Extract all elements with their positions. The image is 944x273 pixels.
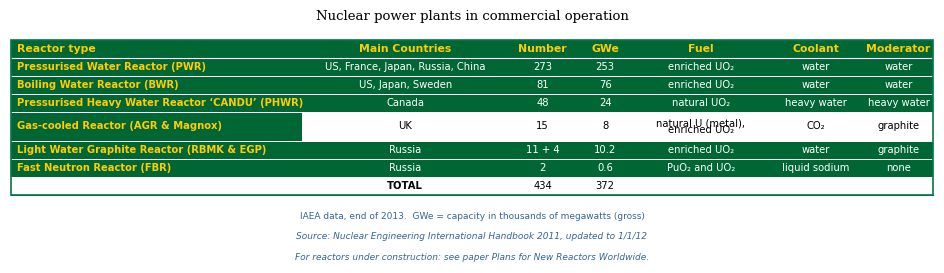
Text: Coolant: Coolant [793,44,839,54]
Text: 10.2: 10.2 [594,145,616,155]
Text: 0.6: 0.6 [598,163,613,173]
Text: 76: 76 [598,80,612,90]
Text: Russia: Russia [389,145,421,155]
Text: water: water [802,145,831,155]
Text: water: water [802,62,831,72]
Text: Reactor type: Reactor type [17,44,95,54]
Text: heavy water: heavy water [868,98,930,108]
Text: Nuclear power plants in commercial operation: Nuclear power plants in commercial opera… [315,10,629,23]
Text: enriched UO₂: enriched UO₂ [668,124,734,135]
Text: Pressurised Water Reactor (PWR): Pressurised Water Reactor (PWR) [17,62,206,72]
Text: UK: UK [398,121,413,131]
Text: 24: 24 [598,98,612,108]
Text: water: water [885,62,913,72]
Text: 273: 273 [533,62,552,72]
Text: 434: 434 [533,181,552,191]
Text: 48: 48 [536,98,548,108]
Text: 81: 81 [536,80,548,90]
Text: Fuel: Fuel [688,44,714,54]
Text: US, Japan, Sweden: US, Japan, Sweden [359,80,452,90]
Text: Boiling Water Reactor (BWR): Boiling Water Reactor (BWR) [17,80,178,90]
Text: enriched UO₂: enriched UO₂ [668,145,734,155]
Text: Number: Number [518,44,566,54]
Text: enriched UO₂: enriched UO₂ [668,62,734,72]
Text: 11 + 4: 11 + 4 [526,145,559,155]
Text: graphite: graphite [878,145,919,155]
Text: 372: 372 [596,181,615,191]
Text: 253: 253 [596,62,615,72]
Text: Gas-cooled Reactor (AGR & Magnox): Gas-cooled Reactor (AGR & Magnox) [17,121,222,131]
Text: GWe: GWe [591,44,619,54]
Text: 8: 8 [602,121,608,131]
Text: TOTAL: TOTAL [387,181,423,191]
Text: PuO₂ and UO₂: PuO₂ and UO₂ [666,163,735,173]
Text: Pressurised Heavy Water Reactor ‘CANDU’ (PHWR): Pressurised Heavy Water Reactor ‘CANDU’ … [17,98,303,108]
Text: heavy water: heavy water [785,98,847,108]
Text: water: water [885,80,913,90]
Text: US, France, Japan, Russia, China: US, France, Japan, Russia, China [325,62,485,72]
Text: 2: 2 [539,163,546,173]
Text: liquid sodium: liquid sodium [783,163,850,173]
Text: enriched UO₂: enriched UO₂ [668,80,734,90]
Text: Moderator: Moderator [867,44,931,54]
Text: graphite: graphite [878,121,919,131]
Text: Russia: Russia [389,163,421,173]
Text: IAEA data, end of 2013.  GWe = capacity in thousands of megawatts (gross): IAEA data, end of 2013. GWe = capacity i… [299,212,645,221]
Text: CO₂: CO₂ [807,121,825,131]
Text: natural UO₂: natural UO₂ [672,98,730,108]
Text: Main Countries: Main Countries [359,44,451,54]
Text: Fast Neutron Reactor (FBR): Fast Neutron Reactor (FBR) [17,163,171,173]
Text: For reactors under construction: see paper Plans for New Reactors Worldwide.: For reactors under construction: see pap… [295,253,649,262]
Text: Source: Nuclear Engineering International Handbook 2011, updated to 1/1/12: Source: Nuclear Engineering Internationa… [296,232,648,241]
Text: none: none [886,163,911,173]
Text: Canada: Canada [386,98,424,108]
Text: 15: 15 [536,121,548,131]
Text: Light Water Graphite Reactor (RBMK & EGP): Light Water Graphite Reactor (RBMK & EGP… [17,145,266,155]
Text: water: water [802,80,831,90]
Text: natural U (metal),: natural U (metal), [656,118,746,128]
